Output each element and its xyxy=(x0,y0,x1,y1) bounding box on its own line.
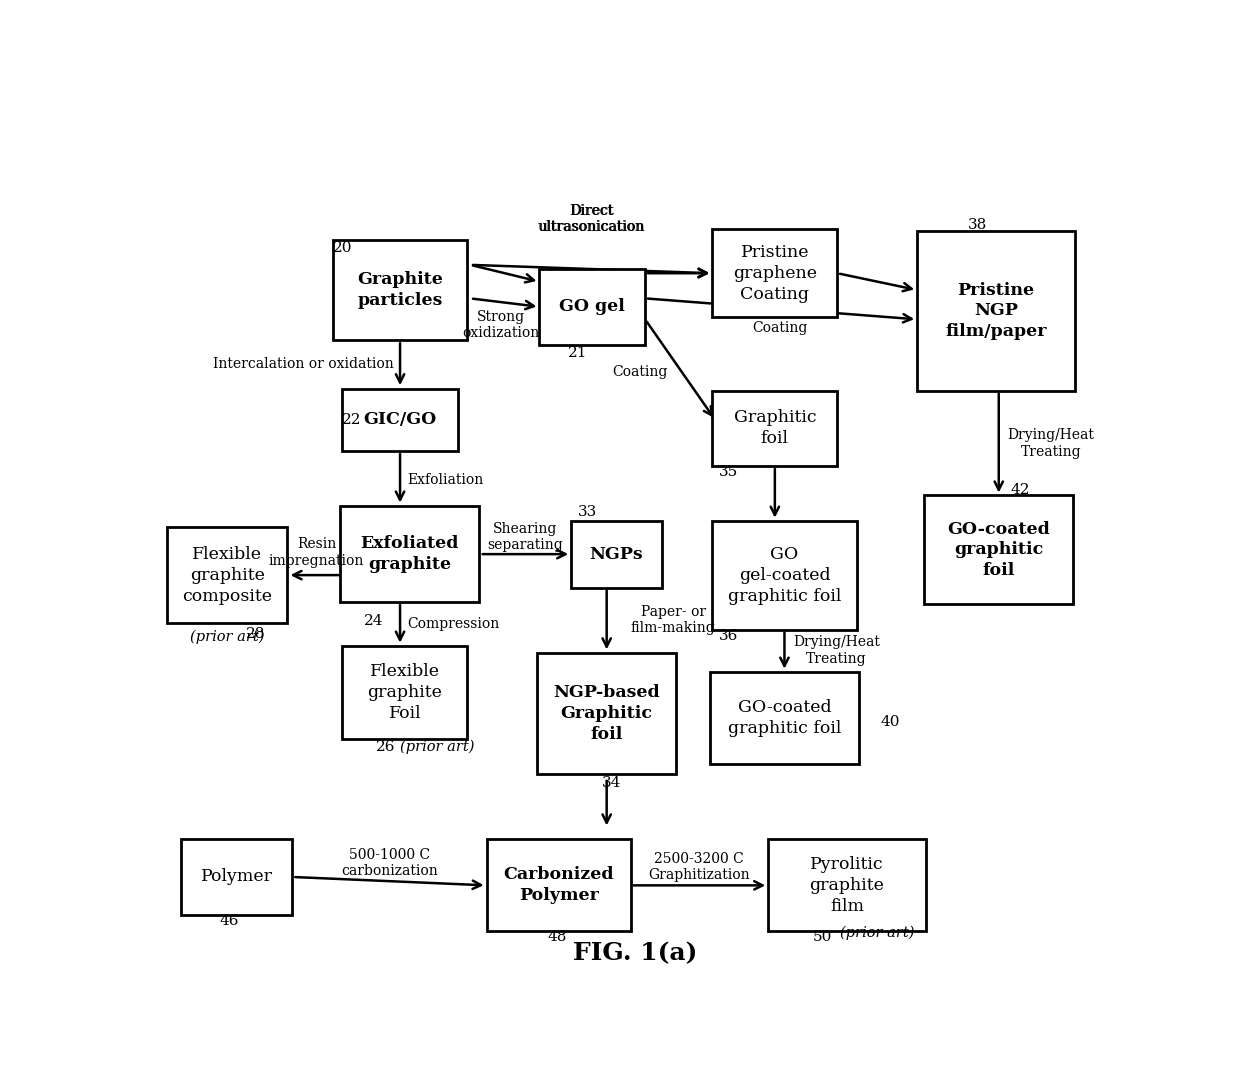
Text: 24: 24 xyxy=(365,614,384,628)
FancyBboxPatch shape xyxy=(924,495,1074,604)
FancyBboxPatch shape xyxy=(713,229,837,317)
Text: 28: 28 xyxy=(247,627,265,640)
Text: (prior art): (prior art) xyxy=(190,629,264,644)
FancyBboxPatch shape xyxy=(713,391,837,466)
Text: 34: 34 xyxy=(601,776,621,790)
FancyBboxPatch shape xyxy=(342,647,467,738)
Text: Graphite
particles: Graphite particles xyxy=(357,271,443,309)
Text: 42: 42 xyxy=(1011,482,1029,497)
Text: Pyrolitic
graphite
film: Pyrolitic graphite film xyxy=(810,856,884,915)
Text: NGPs: NGPs xyxy=(589,546,644,563)
Text: GO-coated
graphitic
foil: GO-coated graphitic foil xyxy=(947,521,1050,579)
Text: GO gel: GO gel xyxy=(559,298,625,316)
Text: GO
gel-coated
graphitic foil: GO gel-coated graphitic foil xyxy=(728,546,841,604)
FancyBboxPatch shape xyxy=(711,672,859,763)
FancyBboxPatch shape xyxy=(181,840,291,915)
Text: (prior art): (prior art) xyxy=(841,926,915,940)
Text: FIG. 1(a): FIG. 1(a) xyxy=(573,941,698,965)
Text: Exfoliated
graphite: Exfoliated graphite xyxy=(361,535,459,573)
Text: Pristine
graphene
Coating: Pristine graphene Coating xyxy=(733,244,817,303)
Text: GIC/GO: GIC/GO xyxy=(363,412,436,428)
Text: 46: 46 xyxy=(219,915,239,929)
Text: Intercalation or oxidation: Intercalation or oxidation xyxy=(212,357,393,370)
Text: Strong
oxidization: Strong oxidization xyxy=(463,310,539,341)
Text: 36: 36 xyxy=(719,629,738,644)
Text: 26: 26 xyxy=(376,741,396,754)
Text: 500-1000 C
carbonization: 500-1000 C carbonization xyxy=(341,847,438,878)
Text: 21: 21 xyxy=(568,346,588,359)
Text: 38: 38 xyxy=(968,218,987,232)
Text: 2500-3200 C
Graphitization: 2500-3200 C Graphitization xyxy=(649,852,750,882)
Text: 20: 20 xyxy=(332,241,352,255)
Text: Direct
ultrasonication: Direct ultrasonication xyxy=(539,204,646,234)
Text: GO-coated
graphitic foil: GO-coated graphitic foil xyxy=(728,699,841,736)
FancyBboxPatch shape xyxy=(332,240,467,340)
Text: 40: 40 xyxy=(880,714,900,729)
Text: Graphitic
foil: Graphitic foil xyxy=(734,409,816,448)
FancyBboxPatch shape xyxy=(570,521,662,588)
Text: NGP-based
Graphitic
foil: NGP-based Graphitic foil xyxy=(553,684,660,743)
Text: Carbonized
Polymer: Carbonized Polymer xyxy=(503,867,614,904)
Text: 50: 50 xyxy=(813,930,832,944)
Text: Flexible
graphite
Foil: Flexible graphite Foil xyxy=(367,663,443,722)
Text: Exfoliation: Exfoliation xyxy=(407,473,484,487)
Text: (prior art): (prior art) xyxy=(401,739,475,755)
Text: Coating: Coating xyxy=(611,365,667,379)
Text: Compression: Compression xyxy=(407,616,498,631)
Text: Drying/Heat
Treating: Drying/Heat Treating xyxy=(1007,428,1094,458)
Text: Polymer: Polymer xyxy=(201,868,273,885)
Text: Coating: Coating xyxy=(751,321,807,335)
Text: 22: 22 xyxy=(342,413,362,427)
Text: Pristine
NGP
film/paper: Pristine NGP film/paper xyxy=(945,282,1047,341)
Text: Flexible
graphite
composite: Flexible graphite composite xyxy=(182,546,272,604)
Text: 35: 35 xyxy=(719,465,738,479)
FancyBboxPatch shape xyxy=(537,652,676,774)
FancyBboxPatch shape xyxy=(340,506,480,602)
FancyBboxPatch shape xyxy=(916,231,1075,391)
Text: Shearing
separating: Shearing separating xyxy=(487,523,563,552)
FancyBboxPatch shape xyxy=(539,269,645,344)
FancyBboxPatch shape xyxy=(486,840,631,931)
FancyBboxPatch shape xyxy=(713,521,857,629)
Text: Drying/Heat
Treating: Drying/Heat Treating xyxy=(794,636,880,665)
Text: 48: 48 xyxy=(547,930,567,944)
FancyBboxPatch shape xyxy=(768,840,926,931)
Text: Resin
impregnation: Resin impregnation xyxy=(269,537,365,567)
Text: Paper- or
film-making: Paper- or film-making xyxy=(631,605,715,636)
Text: Direct
ultrasonication: Direct ultrasonication xyxy=(538,204,645,234)
FancyBboxPatch shape xyxy=(167,527,288,623)
Text: 33: 33 xyxy=(578,505,598,519)
FancyBboxPatch shape xyxy=(342,389,458,452)
